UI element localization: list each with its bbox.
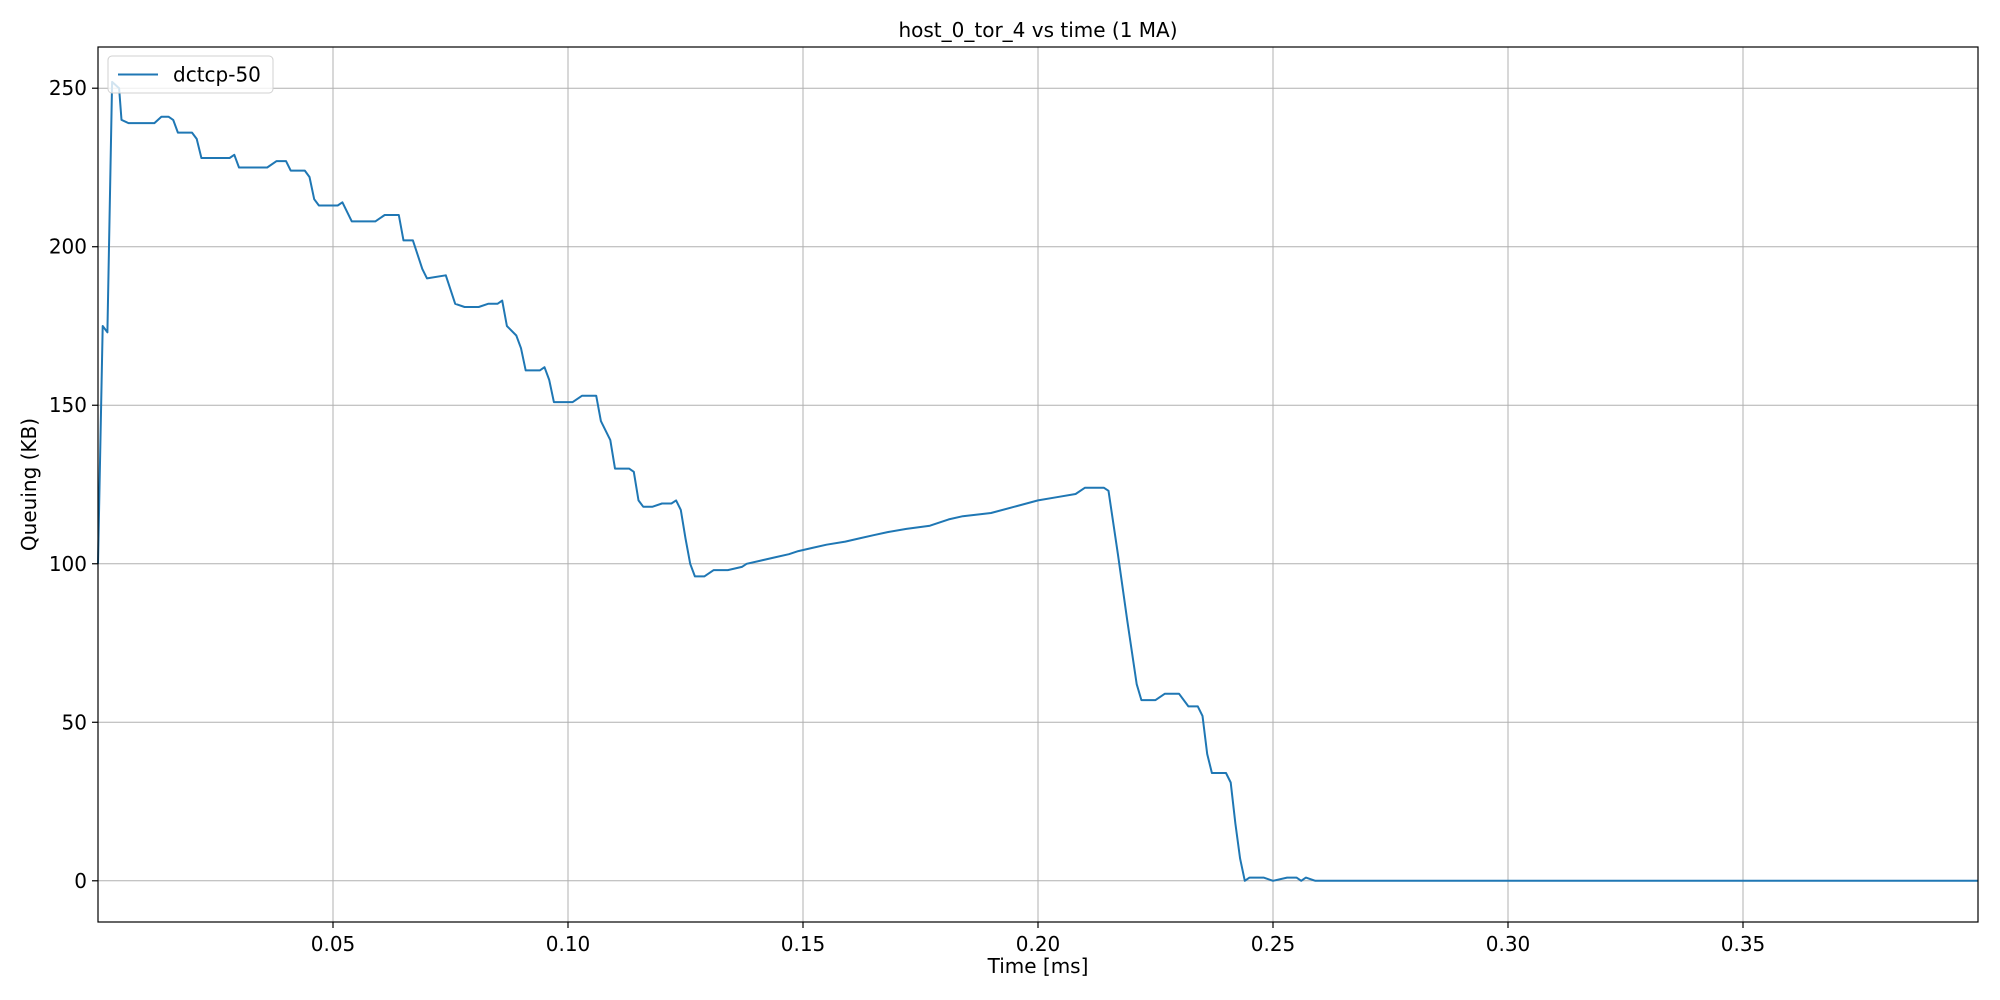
grid [98, 47, 1978, 922]
x-tick-label: 0.15 [781, 932, 826, 956]
legend-label: dctcp-50 [173, 63, 261, 87]
y-axis-ticks: 0 50 100 150 200 250 [49, 76, 98, 893]
legend: dctcp-50 [107, 55, 274, 94]
y-tick-label: 100 [49, 552, 87, 576]
x-tick-label: 0.05 [311, 932, 356, 956]
y-tick-label: 250 [49, 76, 87, 100]
x-tick-label: 0.35 [1721, 932, 1766, 956]
x-tick-label: 0.10 [546, 932, 591, 956]
legend-frame [107, 55, 274, 94]
x-tick-label: 0.30 [1486, 932, 1531, 956]
series-line-dctcp-50 [97, 80, 1978, 882]
y-tick-label: 50 [62, 710, 87, 734]
y-tick-label: 200 [49, 235, 87, 259]
x-axis-label: Time [ms] [987, 954, 1089, 978]
x-axis-ticks: 0.05 0.10 0.15 0.20 0.25 0.30 0.35 [311, 922, 1766, 956]
y-axis-label: Queuing (KB) [17, 418, 41, 551]
chart-title: host_0_tor_4 vs time (1 MA) [898, 18, 1177, 42]
x-tick-label: 0.25 [1251, 932, 1296, 956]
y-tick-label: 0 [74, 869, 87, 893]
y-tick-label: 150 [49, 393, 87, 417]
x-tick-label: 0.20 [1016, 932, 1061, 956]
series-lines [97, 80, 1978, 882]
